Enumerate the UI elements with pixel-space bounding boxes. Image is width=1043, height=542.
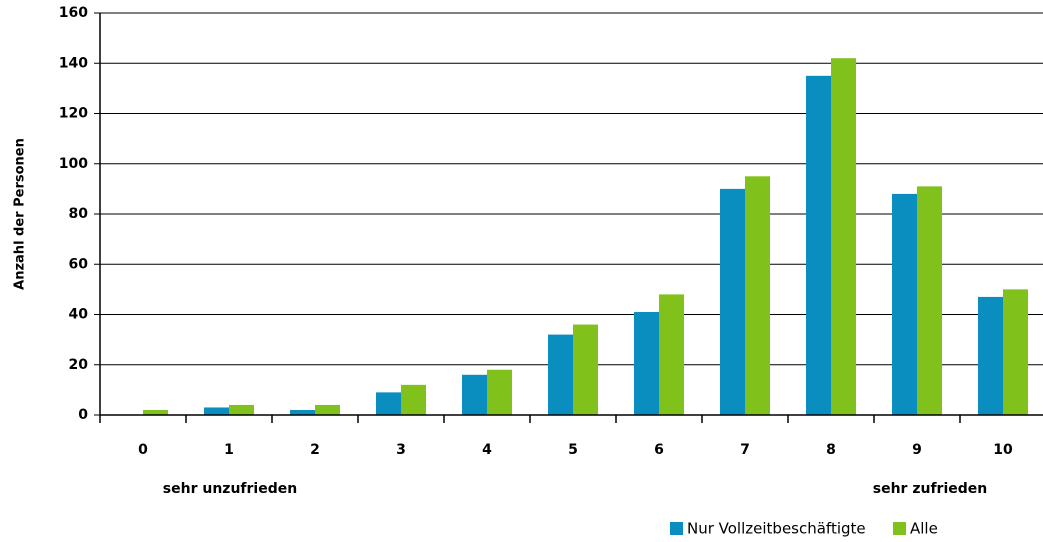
y-tick-label: 160 — [59, 5, 88, 21]
y-tick-label: 0 — [78, 407, 88, 423]
x-tick-label: 5 — [568, 442, 578, 458]
legend-swatch — [670, 522, 683, 535]
y-axis-label: Anzahl der Personen — [13, 138, 28, 290]
bar — [978, 296, 1003, 415]
x-tick-label: 7 — [740, 442, 750, 458]
bar — [204, 407, 229, 415]
y-tick-label: 120 — [59, 106, 88, 122]
x-tick-label: 0 — [138, 442, 148, 458]
y-tick-label: 20 — [69, 357, 89, 373]
annotation: sehr unzufrieden — [163, 481, 297, 497]
bar — [290, 409, 315, 415]
bar — [401, 384, 426, 415]
bar — [229, 404, 254, 415]
bar — [892, 193, 917, 415]
x-tick-label: 10 — [993, 442, 1013, 458]
bar — [573, 324, 598, 415]
bar — [1003, 289, 1028, 415]
y-tick-label: 60 — [69, 256, 89, 272]
y-tick-label: 40 — [69, 307, 89, 323]
legend-label: Nur Vollzeitbeschäftigte — [687, 520, 866, 538]
y-tick-label: 80 — [69, 206, 89, 222]
x-tick-label: 1 — [224, 442, 234, 458]
legend-label: Alle — [910, 520, 938, 538]
legend-swatch — [893, 522, 906, 535]
annotation: sehr zufrieden — [873, 481, 987, 497]
x-tick-label: 6 — [654, 442, 664, 458]
bar — [634, 311, 659, 415]
bar — [462, 374, 487, 415]
bar — [376, 392, 401, 415]
x-tick-label: 8 — [826, 442, 836, 458]
bar — [143, 409, 168, 415]
bar — [831, 58, 856, 415]
y-tick-label: 100 — [59, 156, 88, 172]
bar — [659, 294, 684, 415]
bar — [487, 369, 512, 415]
bar — [806, 75, 831, 415]
x-tick-label: 3 — [396, 442, 406, 458]
x-tick-label: 9 — [912, 442, 922, 458]
bar — [315, 404, 340, 415]
x-tick-label: 2 — [310, 442, 320, 458]
bar — [548, 334, 573, 415]
bar — [917, 186, 942, 415]
x-tick-label: 4 — [482, 442, 492, 458]
bar — [720, 188, 745, 415]
y-tick-label: 140 — [59, 55, 88, 71]
bar — [745, 176, 770, 415]
